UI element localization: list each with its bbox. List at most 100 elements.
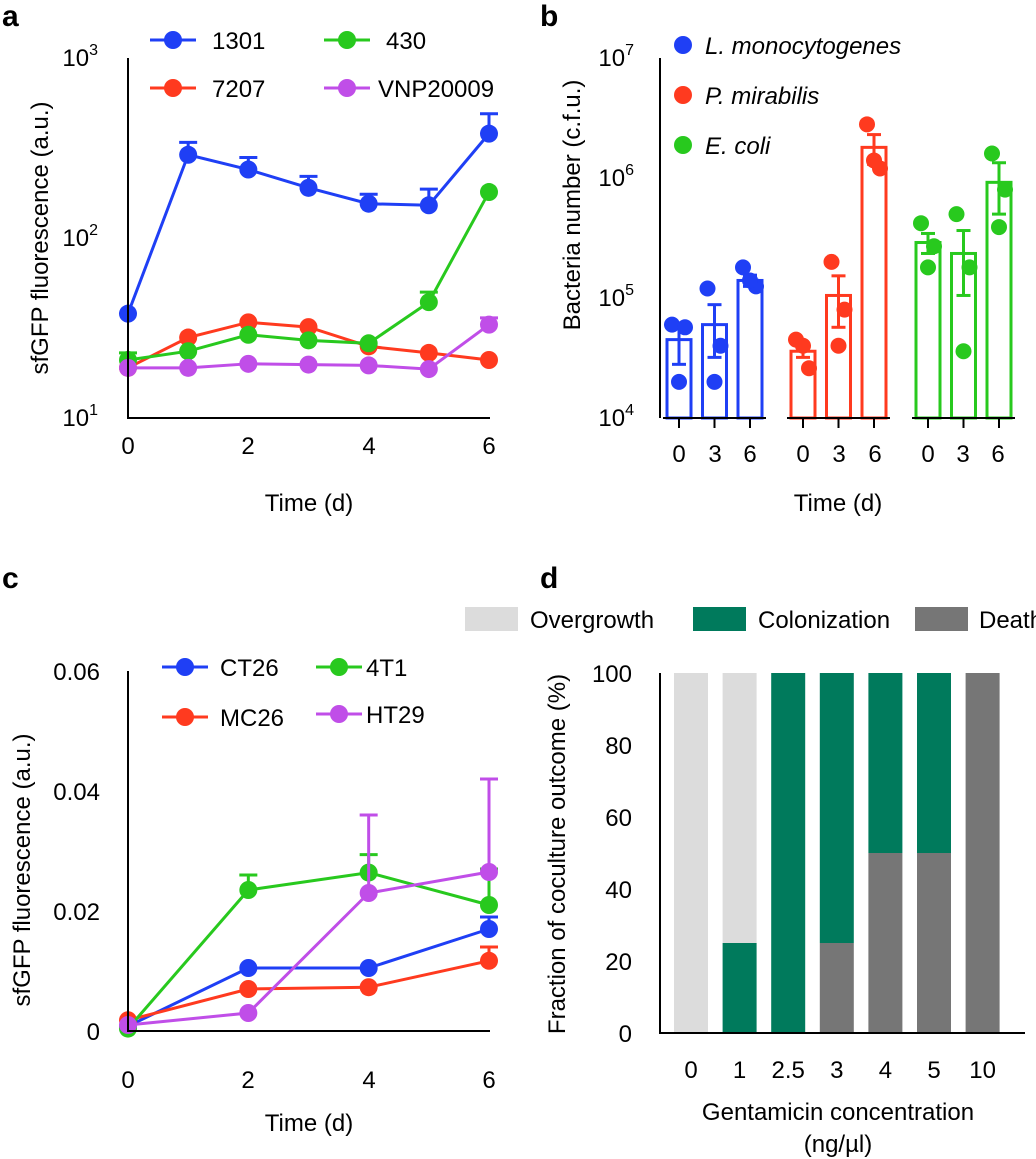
series-line-CT26 — [127, 927, 490, 1028]
c-xtick: 2 — [241, 1067, 254, 1094]
data-point-1301 — [480, 124, 498, 143]
legend-swatch-death — [915, 607, 968, 631]
legend-marker — [330, 705, 348, 723]
c-legend-mc26: MC26 — [220, 705, 284, 732]
b-xtick: 0 — [921, 441, 934, 468]
panel-d-label: d — [540, 562, 558, 595]
c-ytick: 0.02 — [53, 899, 100, 926]
b-ytick: 107 — [598, 42, 634, 72]
b-ytick: 106 — [598, 162, 634, 192]
panel-c-ticks: 0 2 4 6 0 0.02 0.04 0.06 — [53, 659, 495, 1094]
c-ytick: 0 — [87, 1019, 100, 1046]
data-point-MC26 — [480, 951, 498, 970]
a-legend-7207: 7207 — [212, 76, 265, 103]
legend-marker — [164, 79, 182, 97]
data-point-VNP20009 — [480, 315, 498, 334]
legend-marker — [176, 658, 194, 676]
d-xtick: 1 — [733, 1057, 746, 1084]
data-point-P. mirabilis — [836, 301, 853, 318]
b-ytick: 104 — [598, 402, 634, 432]
data-point-1301 — [299, 178, 318, 197]
bar-segment-colonization — [819, 673, 854, 943]
panel-d-ticks: 0 20 40 60 80 100 — [592, 661, 632, 1048]
data-point-7207 — [239, 313, 258, 332]
a-ytick-base: 10 — [62, 405, 89, 432]
c-ytick: 0.04 — [53, 779, 100, 806]
panel-b-ticks: 104 105 106 107 0 3 6 0 3 6 0 3 6 — [598, 42, 1004, 468]
data-point-CT26 — [359, 959, 378, 977]
legend-marker — [338, 31, 356, 49]
d-ytick: 0 — [619, 1021, 632, 1048]
d-legend: Overgrowth Colonization Death — [465, 607, 1036, 634]
legend-marker — [674, 136, 692, 154]
data-point-P. mirabilis — [795, 337, 811, 354]
data-point-4T1 — [239, 881, 258, 899]
a-xtick: 4 — [362, 433, 375, 460]
panel-b-plot — [663, 116, 1015, 428]
b-xtick: 6 — [868, 441, 881, 468]
a-xtick: 2 — [241, 433, 254, 460]
d-ytick: 80 — [605, 733, 632, 760]
data-point-L. monocytogenes — [742, 272, 758, 289]
data-point-P. mirabilis — [823, 253, 840, 270]
panel-c-plot — [119, 777, 498, 1038]
panel-a-axes — [127, 58, 490, 419]
c-xtick: 0 — [121, 1067, 134, 1094]
data-point-430 — [359, 334, 378, 353]
d-ytick: 60 — [605, 805, 632, 832]
data-point-MC26 — [239, 980, 258, 998]
c-legend: CT26 MC26 4T1 HT29 — [162, 655, 425, 732]
legend-swatch-colonization — [693, 607, 746, 631]
data-point-VNP20009 — [359, 356, 378, 375]
b-xlabel: Time (d) — [794, 490, 882, 517]
panel-b-label: b — [540, 0, 558, 33]
a-legend-430: 430 — [386, 28, 426, 55]
data-point-4T1 — [480, 896, 498, 914]
d-xtick: 2.5 — [772, 1057, 805, 1084]
a-xtick: 6 — [482, 433, 495, 460]
a-legend-vnp20009: VNP20009 — [378, 76, 494, 103]
c-ylabel: sfGFP fluorescence (a.u.) — [9, 734, 36, 1007]
panel-a-plot — [119, 112, 498, 379]
b-ytick-exp: 7 — [625, 42, 634, 59]
bar-segment-death — [965, 673, 1000, 1033]
a-ytick-exp: 3 — [89, 42, 98, 59]
a-ytick-exp: 1 — [89, 402, 98, 419]
data-point-CT26 — [239, 959, 258, 977]
data-point-L. monocytogenes — [712, 337, 729, 354]
panel-d-xticks: 0 1 2.5 3 4 5 10 — [684, 1057, 996, 1084]
b-ytick-base: 10 — [598, 405, 625, 432]
a-ytick: 103 — [62, 42, 98, 72]
d-ylabel: Fraction of coculture outcome (%) — [544, 674, 571, 1034]
data-point-E. coli — [984, 145, 1000, 162]
legend-marker — [330, 658, 348, 676]
c-legend-4t1: 4T1 — [366, 655, 407, 682]
data-point-7207 — [299, 318, 318, 337]
bar-segment-colonization — [868, 673, 903, 853]
data-point-7207 — [480, 351, 498, 370]
data-point-E. coli — [997, 181, 1013, 198]
data-point-E. coli — [948, 206, 965, 223]
a-xtick: 0 — [121, 433, 134, 460]
b-ytick-exp: 6 — [625, 162, 634, 179]
data-point-L. monocytogenes — [677, 319, 693, 336]
b-xtick: 3 — [956, 441, 969, 468]
b-xtick: 0 — [796, 441, 809, 468]
bar-segment-colonization — [771, 673, 806, 1033]
c-xtick: 4 — [362, 1067, 375, 1094]
legend-marker — [674, 86, 692, 104]
legend-marker — [674, 36, 692, 54]
data-point-1301 — [179, 145, 198, 164]
d-xtick: 10 — [969, 1057, 996, 1084]
data-point-1301 — [419, 196, 438, 215]
data-point-VNP20009 — [239, 354, 258, 373]
b-legend-proteus: P. mirabilis — [705, 83, 819, 110]
b-ytick-base: 10 — [598, 165, 625, 192]
d-ytick: 100 — [592, 661, 632, 688]
b-ytick-base: 10 — [598, 285, 625, 312]
c-legend-ht29: HT29 — [366, 702, 425, 729]
series-line-HT29 — [127, 870, 490, 1027]
a-legend-1301: 1301 — [212, 28, 265, 55]
data-point-E. coli — [991, 219, 1007, 236]
d-xtick: 4 — [879, 1057, 892, 1084]
